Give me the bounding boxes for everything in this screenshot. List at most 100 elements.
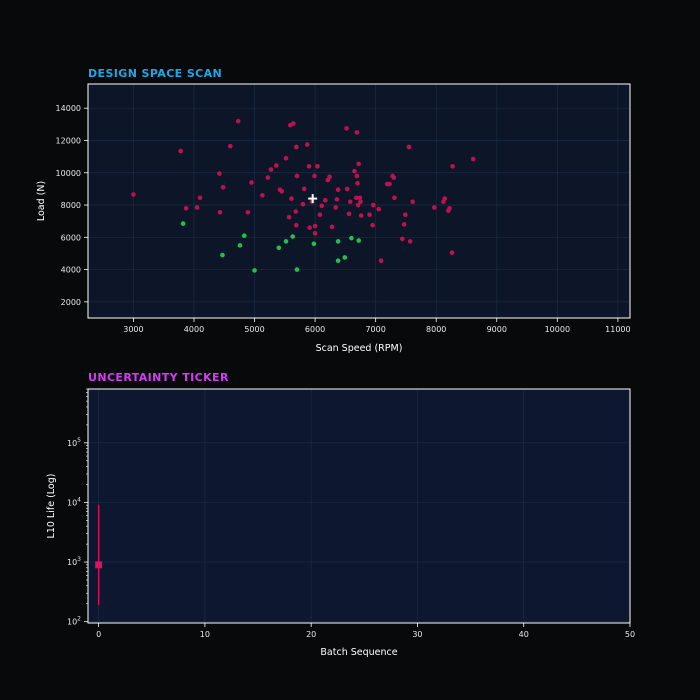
x-tick-label: 50 — [625, 630, 635, 639]
fail-point — [300, 201, 306, 207]
fail-point — [312, 173, 317, 179]
fail-point — [274, 163, 279, 168]
fail-point — [356, 161, 361, 167]
y-tick-label: 2000 — [61, 298, 81, 307]
fail-point — [249, 180, 254, 185]
x-axis-label-scan: Scan Speed (RPM) — [316, 343, 403, 354]
fail-point — [370, 202, 376, 208]
fail-point — [283, 155, 289, 161]
x-tick-label: 6000 — [305, 325, 325, 334]
y-tick-label: 10000 — [56, 169, 81, 178]
plot-frame-ticker — [87, 388, 631, 624]
pass-point — [294, 267, 300, 272]
fail-point — [301, 186, 307, 192]
fail-point — [392, 195, 397, 201]
fail-point — [268, 167, 274, 172]
x-tick-label: 40 — [519, 630, 529, 639]
pass-point — [241, 233, 247, 238]
fail-point — [335, 187, 341, 193]
current-design-marker — [308, 194, 318, 204]
l10-point — [95, 561, 103, 569]
fail-point — [410, 199, 415, 205]
fail-point — [183, 205, 189, 211]
pass-point — [349, 235, 354, 241]
pass-point — [356, 238, 361, 243]
fail-point — [289, 196, 294, 201]
fail-point — [294, 144, 299, 150]
y-tick-label: 8000 — [61, 201, 81, 210]
fail-point — [407, 239, 413, 244]
fail-point — [333, 205, 338, 210]
fail-point — [194, 205, 200, 210]
pass-point — [180, 221, 186, 226]
x-tick-label: 5000 — [244, 325, 264, 334]
x-tick-label: 20 — [306, 630, 316, 639]
fail-point — [220, 184, 226, 190]
fail-point — [354, 173, 360, 179]
fail-point — [449, 250, 455, 255]
fail-point — [399, 236, 405, 242]
fail-point — [306, 164, 312, 169]
y-axis-label-ticker: L10 Life (Log) — [46, 474, 57, 539]
x-axis-label-ticker: Batch Sequence — [320, 647, 397, 658]
fail-point — [432, 205, 437, 210]
fail-point — [319, 203, 325, 209]
x-tick-label: 8000 — [426, 325, 446, 334]
fail-point — [315, 164, 320, 169]
fail-point — [294, 173, 300, 179]
fail-point — [290, 121, 296, 126]
y-tick-label: 103 — [67, 556, 81, 567]
fail-point — [217, 209, 223, 215]
fail-point — [131, 192, 136, 197]
fail-point — [217, 171, 222, 176]
fail-point — [344, 126, 349, 131]
x-tick-label: 10 — [200, 630, 210, 639]
fail-point — [334, 197, 340, 202]
fail-point — [376, 206, 381, 212]
fail-point — [370, 222, 375, 228]
fail-point — [387, 181, 392, 187]
fail-point — [401, 222, 407, 227]
fail-point — [355, 180, 360, 186]
plot-frame-scan — [87, 83, 631, 319]
pass-point — [311, 241, 317, 247]
x-tick-label: 4000 — [184, 325, 204, 334]
fail-point — [323, 197, 328, 203]
fail-point — [442, 196, 447, 201]
fail-point — [228, 143, 233, 149]
fail-point — [367, 212, 372, 218]
fail-point — [358, 199, 363, 205]
fail-point — [286, 214, 292, 220]
y-tick-label: 4000 — [61, 266, 81, 275]
fail-point — [353, 195, 359, 201]
pass-point — [276, 245, 282, 251]
x-tick-label: 7000 — [365, 325, 385, 334]
pass-point — [283, 239, 289, 244]
fail-point — [265, 175, 271, 180]
fail-point — [344, 186, 350, 192]
fail-point — [293, 209, 299, 214]
x-tick-label: 3000 — [123, 325, 143, 334]
fail-point — [260, 193, 265, 198]
pass-point — [220, 252, 225, 258]
fail-point — [312, 223, 318, 229]
chart-title-design-space-scan: DESIGN SPACE SCAN — [88, 67, 223, 80]
fail-point — [304, 142, 310, 147]
fail-point — [235, 118, 241, 124]
pass-point — [237, 243, 243, 248]
fail-point — [294, 222, 299, 228]
fail-point — [378, 258, 384, 264]
fail-point — [391, 175, 397, 180]
chart-title-uncertainty-ticker: UNCERTAINTY TICKER — [88, 371, 229, 384]
y-tick-label: 14000 — [56, 104, 81, 113]
plot-area-ticker — [88, 389, 630, 623]
x-tick-label: 10000 — [545, 325, 570, 334]
y-tick-label: 104 — [67, 496, 81, 507]
pass-point — [335, 239, 341, 244]
x-tick-label: 9000 — [487, 325, 507, 334]
pass-point — [290, 234, 295, 239]
fail-point — [357, 195, 363, 201]
fail-point — [197, 195, 203, 201]
pass-point — [335, 258, 341, 264]
